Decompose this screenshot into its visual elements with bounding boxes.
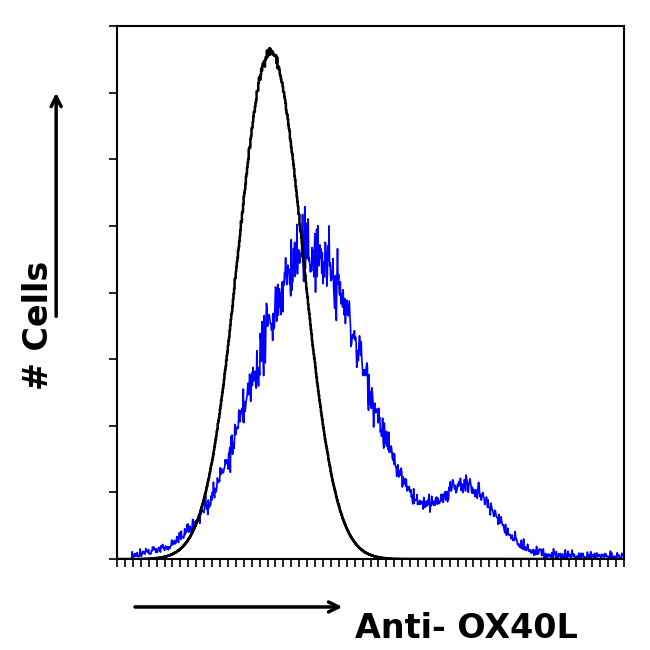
Text: # Cells: # Cells xyxy=(23,261,55,389)
Text: Anti- OX40L: Anti- OX40L xyxy=(356,612,578,645)
